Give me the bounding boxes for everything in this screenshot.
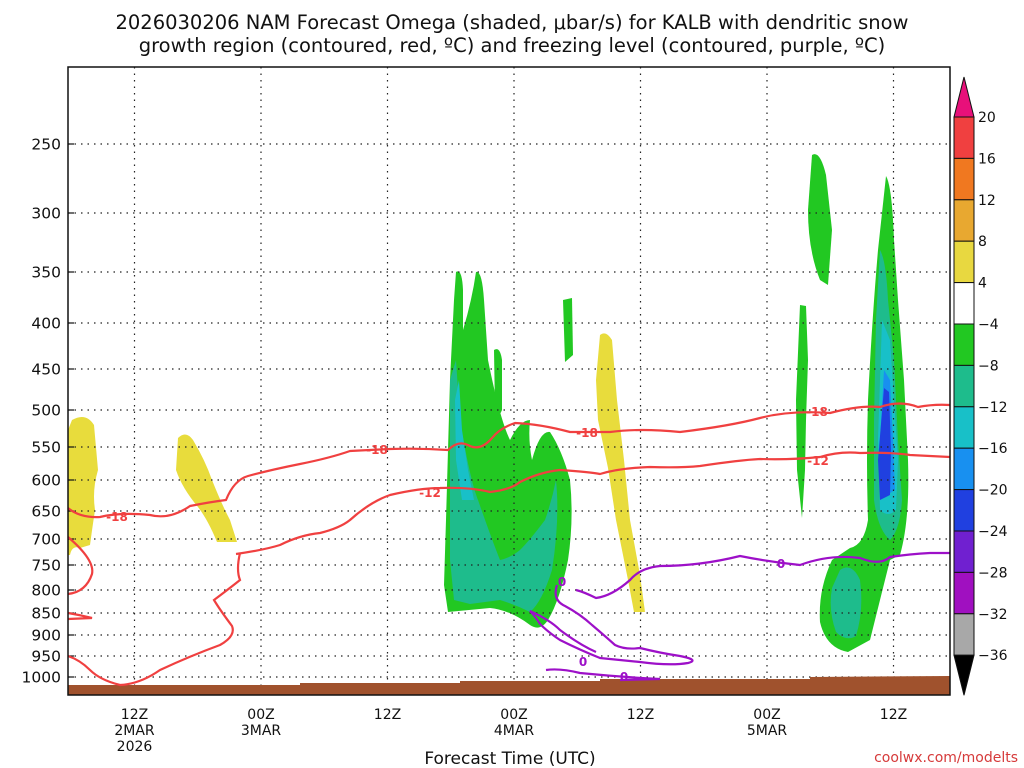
omega-negative-core-2 <box>830 567 862 639</box>
colorbar-segment <box>953 199 975 242</box>
y-tick-label: 1000 <box>22 669 61 687</box>
dgz-contours <box>67 402 951 687</box>
x-tick-label: 12Z <box>880 707 907 723</box>
contour-label: 0 <box>620 670 628 684</box>
colorbar-label: 8 <box>978 234 987 250</box>
y-axis-ticks: 250 300 350 400 450 500 550 600 650 700 750 800 850 9… <box>22 136 61 687</box>
x-tick-label: 2MAR <box>114 723 155 739</box>
colorbar-label: −28 <box>978 565 1008 581</box>
chart-title-line1: 2026030206 NAM Forecast Omega (shaded, μ… <box>115 11 908 34</box>
y-tick-label: 600 <box>31 472 61 490</box>
contour-labels: -18 -18 -18 -18 -12 -12 0 0 0 0 <box>106 405 829 684</box>
colorbar-segment <box>953 116 975 159</box>
colorbar-arrow-bottom <box>953 654 975 696</box>
colorbar-segment <box>953 447 975 491</box>
colorbar-segment <box>953 571 975 615</box>
contour-label: -18 <box>806 405 828 419</box>
contour-label: -18 <box>366 443 388 457</box>
colorbar-segment <box>953 406 975 449</box>
colorbar-label: −32 <box>978 607 1008 623</box>
y-tick-label: 950 <box>31 648 61 666</box>
y-tick-label: 750 <box>31 557 61 575</box>
x-axis-label: Forecast Time (UTC) <box>424 749 595 768</box>
chart-title-line2: growth region (contoured, red, ºC) and f… <box>139 34 886 57</box>
colorbar-label: 20 <box>978 110 996 126</box>
y-tick-label: 700 <box>31 531 61 549</box>
x-tick-label: 12Z <box>121 707 148 723</box>
x-tick-label: 12Z <box>627 707 654 723</box>
colorbar-label: 4 <box>978 276 987 292</box>
x-tick-label: 2026 <box>117 739 153 755</box>
omega-negative-area-4 <box>808 154 832 285</box>
contour-label: 0 <box>579 655 587 669</box>
colorbar-label: 16 <box>978 151 996 167</box>
contour-label: -12 <box>807 454 829 468</box>
credit-text: coolwx.com/modelts <box>874 750 1018 766</box>
freezing-contour-lower <box>545 668 661 682</box>
y-tick-label: 800 <box>31 582 61 600</box>
contour-label: -18 <box>106 510 128 524</box>
dgz-contour-lower-left-2 <box>67 611 93 621</box>
x-tick-label: 00Z <box>753 707 780 723</box>
colorbar-label: −4 <box>978 317 999 333</box>
colorbar-segment <box>953 240 975 284</box>
x-tick-label: 12Z <box>374 707 401 723</box>
colorbar-arrow-top <box>953 76 975 118</box>
colorbar-label: 12 <box>978 193 996 209</box>
x-tick-label: 00Z <box>247 707 274 723</box>
colorbar-segment <box>953 282 975 325</box>
dgz-contour-lower-left-3 <box>67 552 242 687</box>
y-tick-label: 300 <box>31 205 61 223</box>
colorbar-segment <box>953 530 975 573</box>
freezing-level-contours <box>529 551 950 682</box>
x-tick-label: 5MAR <box>747 723 788 739</box>
y-tick-label: 500 <box>31 402 61 420</box>
plot-frame <box>67 66 951 696</box>
omega-negative-area-3 <box>563 298 573 362</box>
colorbar-label: −16 <box>978 441 1008 457</box>
dgz-contour-minus18-upper <box>67 402 951 519</box>
contour-label: 0 <box>558 575 566 589</box>
omega-positive-area-left <box>68 416 98 555</box>
colorbar-segment <box>953 323 975 366</box>
colorbar-segment <box>953 613 975 656</box>
colorbar-label: −24 <box>978 524 1008 540</box>
x-tick-label: 4MAR <box>494 723 535 739</box>
ground-terrain <box>68 676 950 695</box>
contour-label: -12 <box>419 486 441 500</box>
omega-negative-core-4 <box>455 380 474 500</box>
x-tick-label: 3MAR <box>241 723 282 739</box>
y-tick-label: 400 <box>31 315 61 333</box>
y-tick-label: 250 <box>31 136 61 154</box>
contour-label: -18 <box>576 426 598 440</box>
y-tick-label: 900 <box>31 627 61 645</box>
colorbar-label: −36 <box>978 648 1008 664</box>
colorbar-segment <box>953 157 975 201</box>
omega-positive-area-mid <box>176 434 237 542</box>
omega-negative-core-7 <box>878 388 891 500</box>
colorbar-segment <box>953 489 975 532</box>
y-tick-label: 550 <box>31 439 61 457</box>
colorbar-label: −8 <box>978 358 999 374</box>
colorbar-segment <box>953 364 975 408</box>
y-tick-label: 450 <box>31 361 61 379</box>
colorbar-label: −20 <box>978 483 1008 499</box>
omega-negative-area-2 <box>494 349 502 415</box>
y-tick-label: 850 <box>31 605 61 623</box>
omega-positive-area-right <box>596 333 645 612</box>
contour-label: 0 <box>777 557 785 571</box>
freezing-contour-main <box>529 584 694 666</box>
x-tick-label: 00Z <box>500 707 527 723</box>
colorbar-label: −12 <box>978 400 1008 416</box>
colorbar: 20 16 12 8 4 −4 −8 −12 −16 −20 −24 −28 −32 −36 <box>953 76 1008 696</box>
dgz-contour-minus12-upper <box>235 451 951 556</box>
dgz-contour-lower-left <box>67 536 94 596</box>
y-tick-label: 650 <box>31 503 61 521</box>
freezing-contour-upper <box>575 551 950 600</box>
omega-negative-core-1 <box>450 360 558 612</box>
y-tick-label: 350 <box>31 264 61 282</box>
